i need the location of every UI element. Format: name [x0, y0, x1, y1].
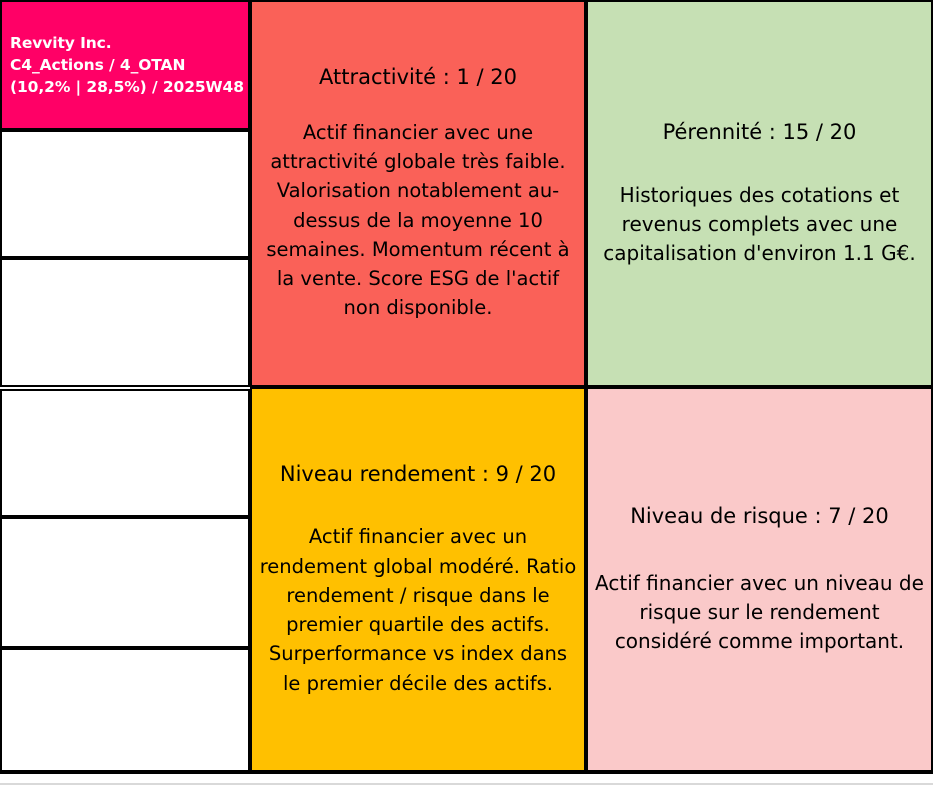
sheet-bottom-shadow — [0, 783, 933, 785]
placeholder-cell-2 — [0, 258, 250, 387]
sheet-bottom-edge — [0, 772, 933, 785]
niveau-risque-description: Actif financier avec un niveau de risque… — [595, 570, 924, 653]
niveau-rendement-title: Niveau rendement : 9 / 20 — [279, 462, 557, 487]
asset-name: Revvity Inc. — [10, 34, 112, 52]
attractivite-card: Attractivité : 1 / 20 Actif financier av… — [250, 0, 586, 387]
attractivite-title: Attractivité : 1 / 20 — [319, 65, 517, 90]
niveau-risque-title: Niveau de risque : 7 / 20 — [630, 504, 889, 529]
perennite-title: Pérennité : 15 / 20 — [662, 120, 857, 145]
asset-classification: C4_Actions / 4_OTAN — [10, 56, 186, 74]
placeholder-cell-1 — [0, 130, 250, 258]
perennite-card: Pérennité : 15 / 20 Historiques des cota… — [586, 0, 933, 387]
niveau-risque-card: Niveau de risque : 7 / 20 Actif financie… — [586, 387, 933, 772]
niveau-rendement-card: Niveau rendement : 9 / 20 Actif financie… — [250, 387, 586, 772]
asset-performance-period: (10,2% | 28,5%) / 2025W48 — [10, 78, 244, 96]
placeholder-cell-5 — [0, 648, 250, 772]
niveau-rendement-description: Actif financier avec un rendement global… — [259, 525, 577, 695]
perennite-description: Historiques des cotations et revenus com… — [603, 182, 916, 265]
attractivite-description: Actif financier avec une attractivité gl… — [266, 120, 570, 320]
placeholder-cell-3 — [0, 389, 250, 517]
asset-header-cell: Revvity Inc. C4_Actions / 4_OTAN (10,2% … — [0, 0, 250, 130]
placeholder-cell-4 — [0, 517, 250, 648]
